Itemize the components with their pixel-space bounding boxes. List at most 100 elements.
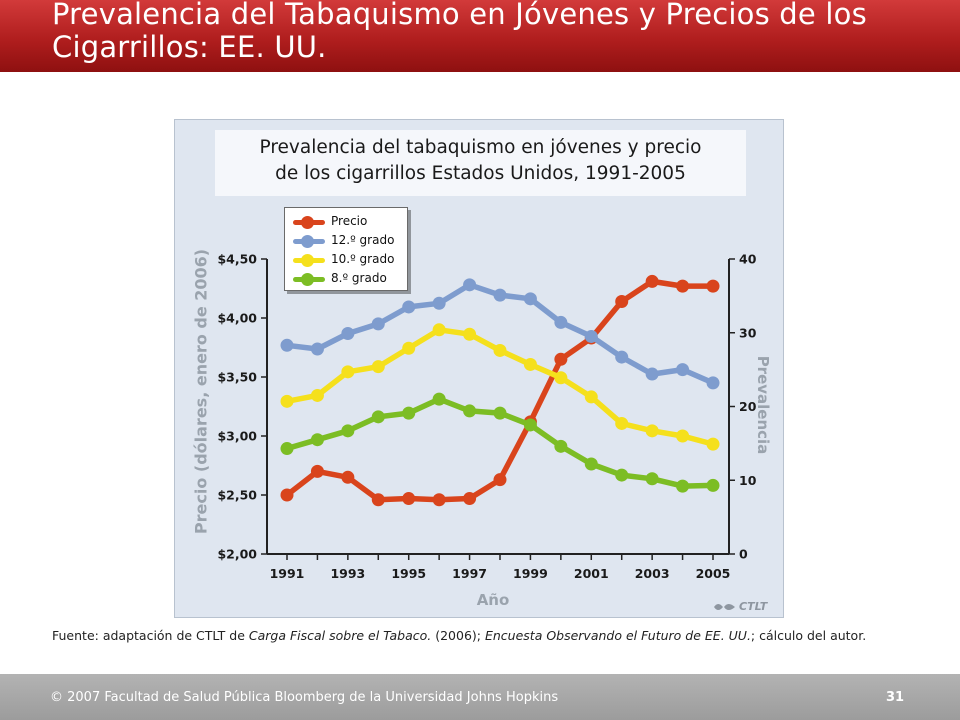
source-work-2: Encuesta Observando el Futuro de EE. UU.	[484, 628, 751, 643]
series-point-3	[523, 418, 537, 432]
series-point-2	[615, 416, 629, 430]
source-mid: (2006);	[431, 628, 485, 643]
series-point-3	[676, 479, 690, 493]
legend-dot	[301, 235, 314, 248]
series-point-0	[645, 274, 659, 288]
y-right-tick-label: 20	[739, 399, 757, 414]
legend-dot	[301, 273, 314, 286]
series-point-2	[310, 388, 324, 402]
series-point-3	[280, 442, 294, 456]
legend-swatch-precio	[291, 216, 327, 229]
page-number: 31	[886, 690, 905, 705]
series-point-0	[615, 294, 629, 308]
chart-frame: Prevalencia del tabaquismo en jóvenes y …	[174, 119, 784, 618]
x-tick-label: 2005	[696, 566, 731, 581]
series-point-1	[432, 296, 446, 310]
y-right-tick-label: 10	[739, 473, 757, 488]
ctlt-logo-icon	[714, 604, 735, 610]
series-point-3	[402, 406, 416, 420]
series-point-1	[371, 317, 385, 331]
series-point-2	[402, 341, 416, 355]
legend-swatch-grado8	[291, 273, 327, 286]
y-left-tick-label: $2,50	[217, 488, 257, 503]
legend-item-grado12: 12.º grado	[291, 232, 407, 250]
series-point-3	[615, 468, 629, 482]
legend-item-precio: Precio	[291, 213, 407, 231]
series-point-0	[706, 279, 720, 293]
y-left-tick-label: $4,50	[217, 252, 257, 267]
chart-legend: Precio 12.º grado 10.º grado 8.º grado	[284, 207, 408, 291]
legend-dot	[301, 254, 314, 267]
series-point-1	[493, 288, 507, 302]
y-right-tick-label: 0	[739, 547, 748, 562]
series-point-1	[523, 292, 537, 306]
series-point-0	[310, 464, 324, 478]
series-point-1	[310, 342, 324, 356]
series-point-0	[554, 352, 568, 366]
x-tick-label: 1991	[270, 566, 305, 581]
line-chart: $2,00 $2,50 $3,00 $3,50 $4,00 $4,50 0 10 20 30 40 1…	[217, 252, 757, 582]
legend-item-grado8: 8.º grado	[291, 270, 407, 288]
y-left-tick-label: $2,00	[217, 547, 257, 562]
series-point-3	[371, 410, 385, 424]
legend-swatch-grado10	[291, 254, 327, 267]
legend-item-grado10: 10.º grado	[291, 251, 407, 269]
x-tick-label: 1995	[391, 566, 426, 581]
legend-label-grado12: 12.º grado	[331, 233, 395, 247]
x-tick-label: 1997	[452, 566, 487, 581]
series-point-3	[706, 478, 720, 492]
y-right-tick-label: 30	[739, 325, 757, 340]
y-left-tick-label: $3,00	[217, 429, 257, 444]
footer-copyright: © 2007 Facultad de Salud Pública Bloombe…	[50, 690, 559, 705]
x-tick-label: 2001	[574, 566, 609, 581]
footer-bar: © 2007 Facultad de Salud Pública Bloombe…	[0, 674, 960, 720]
series-point-1	[463, 278, 477, 292]
title-bar: Prevalencia del Tabaquismo en Jóvenes y …	[0, 0, 960, 72]
series-point-2	[554, 371, 568, 385]
x-tick-label: 1993	[330, 566, 365, 581]
series-point-1	[554, 315, 568, 329]
series-point-3	[554, 439, 568, 453]
source-suffix: ; cálculo del autor.	[750, 628, 867, 643]
series-point-1	[645, 367, 659, 381]
series-point-3	[584, 457, 598, 471]
ctlt-logo: CTLT	[713, 599, 779, 615]
series-point-1	[706, 376, 720, 390]
series-point-1	[615, 350, 629, 364]
series-point-0	[371, 493, 385, 507]
series-point-2	[280, 394, 294, 408]
legend-dot	[301, 216, 314, 229]
series-point-2	[676, 429, 690, 443]
series-point-3	[310, 433, 324, 447]
x-tick-label: 1999	[513, 566, 548, 581]
series-point-2	[432, 323, 446, 337]
y-right-tick-label: 40	[739, 252, 757, 267]
legend-label-grado10: 10.º grado	[331, 252, 395, 266]
series-point-2	[523, 357, 537, 371]
ctlt-logo-text: CTLT	[739, 600, 768, 613]
source-work-1: Carga Fiscal sobre el Tabaco.	[248, 628, 432, 643]
series-point-0	[280, 488, 294, 502]
slide-title: Prevalencia del Tabaquismo en Jóvenes y …	[52, 0, 867, 64]
legend-label-precio: Precio	[331, 214, 368, 228]
series-point-1	[584, 329, 598, 343]
series-point-2	[463, 327, 477, 341]
series-point-3	[463, 404, 477, 418]
legend-swatch-grado12	[291, 235, 327, 248]
series-point-0	[402, 492, 416, 506]
series-point-3	[341, 424, 355, 438]
source-prefix: Fuente: adaptación de CTLT de	[52, 628, 249, 643]
y-axis-left-title-text: Precio (dólares, enero de 2006)	[191, 248, 211, 535]
chart-title: Prevalencia del tabaquismo en jóvenes y …	[259, 137, 702, 184]
y-left-tick-label: $3,50	[217, 370, 257, 385]
series-point-2	[645, 424, 659, 438]
series-point-1	[676, 363, 690, 377]
series-point-2	[371, 360, 385, 374]
series-point-2	[584, 390, 598, 404]
series-point-1	[280, 338, 294, 352]
chart-title-box: Prevalencia del tabaquismo en jóvenes y …	[215, 130, 746, 196]
series-point-1	[341, 326, 355, 340]
series-point-2	[706, 437, 720, 451]
x-tick-label: 2003	[635, 566, 670, 581]
series-point-3	[432, 392, 446, 406]
